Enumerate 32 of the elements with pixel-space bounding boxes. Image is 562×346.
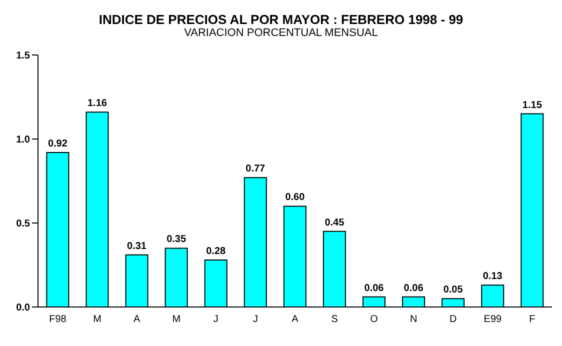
chart-title: INDICE DE PRECIOS AL POR MAYOR : FEBRERO 1998 - 99 bbox=[98, 11, 464, 27]
data-label: 0.28 bbox=[206, 246, 226, 257]
data-label: 1.16 bbox=[88, 98, 108, 110]
data-label: 0.60 bbox=[285, 192, 306, 204]
y-tick-label: 1.5 bbox=[16, 50, 30, 62]
data-label: 0.06 bbox=[404, 282, 424, 294]
data-label: 0.05 bbox=[443, 284, 464, 296]
x-tick-label: F98 bbox=[49, 314, 67, 326]
data-label: 0.31 bbox=[127, 240, 147, 252]
y-tick-label: 1.0 bbox=[16, 134, 30, 146]
data-label: 0.45 bbox=[324, 217, 345, 228]
x-tick-label: J bbox=[252, 314, 258, 326]
data-label: 0.35 bbox=[166, 234, 186, 246]
x-tick-label: A bbox=[292, 314, 299, 326]
x-tick-label: N bbox=[410, 314, 418, 326]
x-tick-label: O bbox=[370, 314, 378, 326]
x-tick-label: J bbox=[213, 314, 218, 326]
data-label: 0.06 bbox=[364, 282, 384, 294]
x-tick-label: D bbox=[450, 314, 457, 326]
x-tick-label: M bbox=[93, 314, 102, 326]
data-label: 0.92 bbox=[48, 138, 68, 150]
chart-subtitle: VARIACION PORCENTUAL MENSUAL bbox=[183, 27, 379, 39]
data-label: 0.77 bbox=[246, 164, 266, 175]
x-tick-label: A bbox=[134, 314, 141, 326]
x-tick-label: M bbox=[172, 314, 181, 326]
data-label: 0.13 bbox=[482, 271, 503, 282]
y-tick-label: 0.5 bbox=[16, 218, 30, 230]
x-tick-label: E99 bbox=[484, 314, 502, 326]
x-tick-label: F bbox=[529, 314, 536, 326]
data-label: 1.15 bbox=[522, 100, 542, 111]
x-tick-label: S bbox=[331, 314, 338, 326]
y-tick-label: 0.0 bbox=[16, 302, 30, 314]
